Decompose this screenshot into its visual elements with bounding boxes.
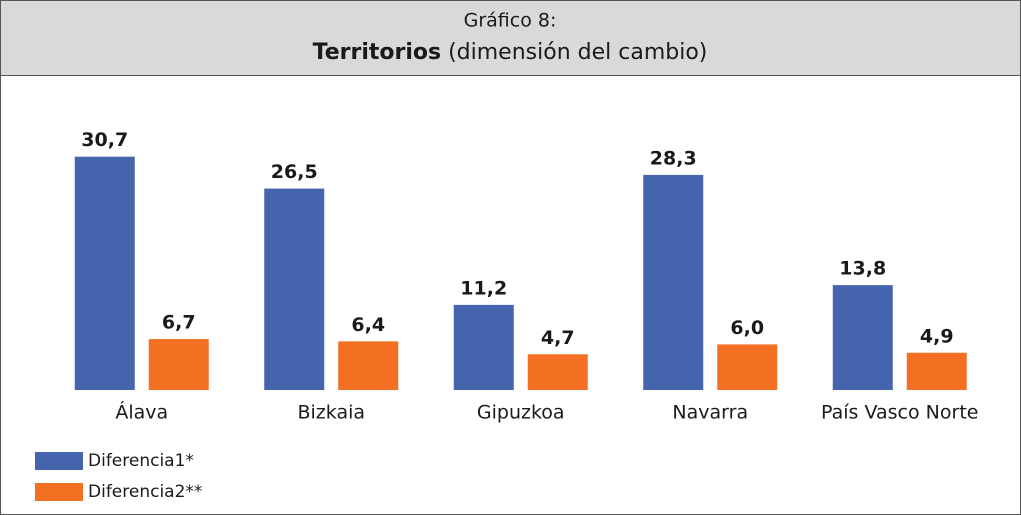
bar	[264, 188, 325, 390]
x-tick-label: Navarra	[672, 402, 748, 424]
bar	[717, 344, 778, 390]
value-label: 13,8	[839, 258, 886, 280]
legend-swatch	[35, 452, 83, 470]
x-tick-label: Gipuzkoa	[477, 402, 565, 424]
value-label: 6,0	[730, 317, 764, 339]
bar	[74, 156, 135, 390]
bar	[643, 174, 704, 390]
value-label: 30,7	[81, 129, 128, 151]
legend-label: Diferencia2**	[88, 482, 202, 502]
bar	[338, 341, 399, 390]
bar	[453, 304, 514, 390]
subtitle: (dimensión del cambio)	[448, 40, 707, 65]
value-label: 26,5	[271, 161, 318, 183]
x-tick-label: Álava	[115, 401, 168, 424]
bar	[906, 352, 967, 390]
subtitle-bold: Territorios	[313, 40, 441, 65]
chart-subtitle: Territorios (dimensión del cambio)	[313, 40, 708, 65]
x-tick-label: País Vasco Norte	[821, 402, 978, 424]
bar	[148, 339, 209, 390]
bar	[832, 285, 893, 390]
legend-swatch	[35, 483, 83, 501]
legend-label: Diferencia1*	[88, 451, 194, 471]
value-label: 6,7	[162, 312, 196, 334]
value-label: 4,7	[541, 327, 575, 349]
value-label: 11,2	[460, 277, 507, 299]
value-label: 4,9	[920, 325, 954, 347]
chart-title: Gráfico 8:	[464, 10, 557, 32]
x-tick-label: Bizkaia	[297, 402, 365, 424]
value-label: 6,4	[351, 314, 385, 336]
header	[0, 0, 1021, 76]
value-label: 28,3	[650, 147, 697, 169]
bar	[527, 354, 588, 390]
